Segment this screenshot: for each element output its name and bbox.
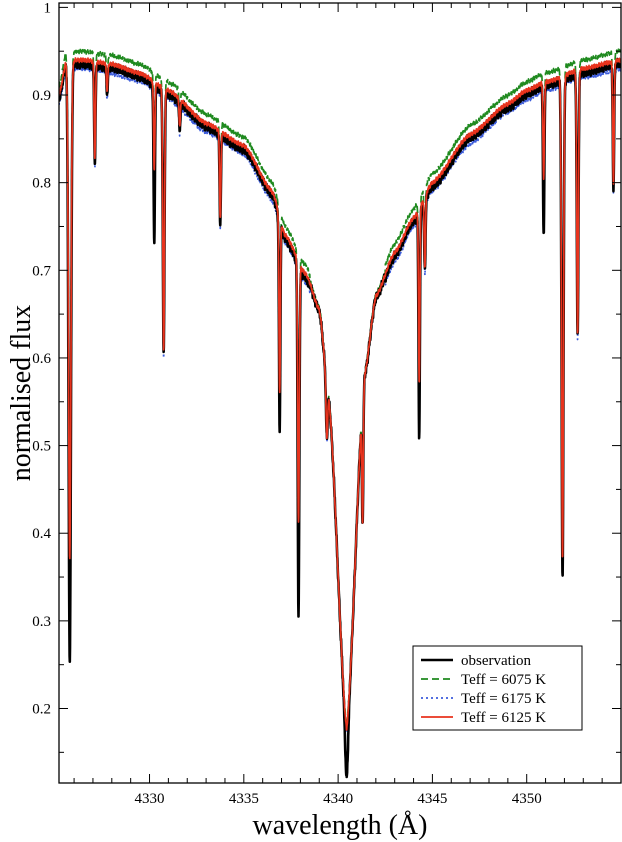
y-tick-label: 0.3 xyxy=(32,614,51,630)
y-axis: 0.2 0.3 0.4 0.5 0.6 0.7 0.8 0.9 1 xyxy=(32,0,621,753)
x-tick-label: 4345 xyxy=(417,791,447,807)
y-tick-label: 0.2 xyxy=(32,702,51,718)
x-axis: 4330 4335 4340 4345 4350 xyxy=(73,3,622,807)
legend-label: Teff = 6075 K xyxy=(461,672,546,688)
x-tick-label: 4350 xyxy=(512,791,542,807)
legend-box xyxy=(412,645,583,731)
y-tick-label: 0.7 xyxy=(32,263,51,279)
y-tick-label: 0.6 xyxy=(32,351,51,367)
y-tick-label: 0.4 xyxy=(32,526,51,542)
x-tick-label: 4330 xyxy=(135,791,165,807)
plot-frame xyxy=(58,2,622,784)
y-tick-label: 0.8 xyxy=(32,176,51,192)
x-tick-label: 4340 xyxy=(323,791,353,807)
legend-label: Teff = 6175 K xyxy=(461,691,546,707)
series-line-3 xyxy=(59,57,621,731)
legend-label: observation xyxy=(461,653,531,669)
y-axis-title: normalised flux xyxy=(6,305,37,482)
spectrum-curves xyxy=(59,48,621,779)
y-tick-label: 1 xyxy=(44,0,52,16)
y-tick-label: 0.5 xyxy=(32,439,51,455)
x-tick-label: 4335 xyxy=(229,791,259,807)
x-axis-title: wavelength (Å) xyxy=(253,810,428,841)
legend-label: Teff = 6125 K xyxy=(461,710,546,726)
legend: observation Teff = 6075 K Teff = 6175 K Tef… xyxy=(412,645,583,731)
y-tick-label: 0.9 xyxy=(32,88,51,104)
